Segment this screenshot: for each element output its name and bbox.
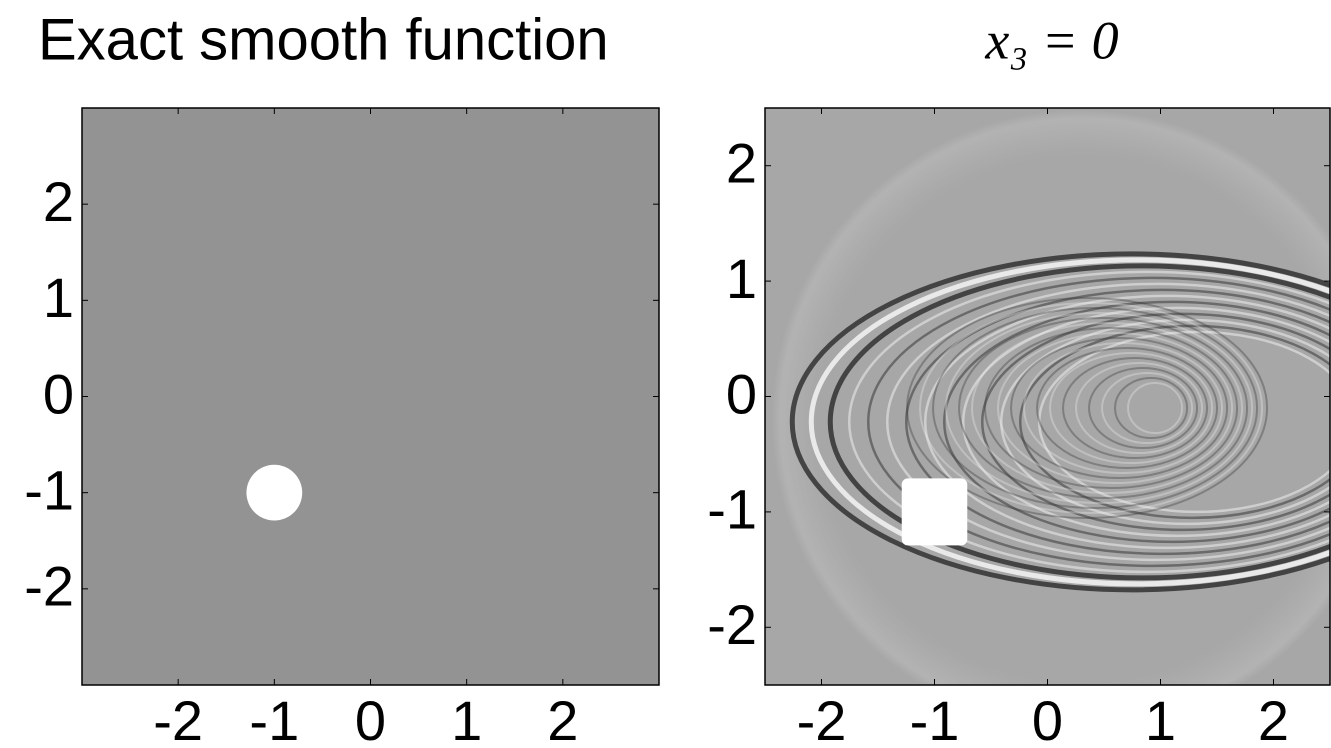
x-tick-label: -2 (153, 689, 203, 748)
y-tick-label: -1 (24, 458, 74, 521)
interference-ring (1075, 362, 1204, 455)
x-tick-label: 1 (451, 689, 482, 748)
x-tick-label: -1 (910, 689, 960, 748)
y-tick-label: 0 (726, 362, 757, 425)
disk (246, 464, 303, 521)
chart-title: Exact smooth function (38, 7, 609, 72)
y-tick-label: 1 (43, 266, 74, 329)
x-tick-label: 0 (355, 689, 386, 748)
interference-ring (1101, 372, 1194, 445)
x-tick-label: 1 (1145, 689, 1176, 748)
interference-ring (958, 317, 1249, 500)
interference-ring (1036, 347, 1219, 470)
interference-ring (997, 332, 1234, 485)
x-tick-label: 2 (547, 689, 578, 748)
image-background (82, 108, 659, 685)
x-tick-label: -2 (797, 689, 847, 748)
wave-front (924, 294, 1330, 550)
interference-ring (1114, 377, 1189, 440)
interference-ring (1088, 367, 1199, 450)
wave-front (789, 251, 1330, 593)
wave-front (1000, 318, 1330, 526)
wave-front (943, 300, 1330, 544)
y-tick-label: -2 (707, 593, 757, 656)
wave-front (981, 312, 1330, 532)
interference-ring (1010, 337, 1229, 480)
wave-front (867, 276, 1330, 568)
x-tick-label: 2 (1258, 689, 1289, 748)
wave-front (848, 270, 1330, 574)
chart-title: x₃ = 0 (984, 10, 1118, 70)
y-tick-label: 1 (726, 247, 757, 310)
interference-ring (919, 302, 1264, 515)
y-tick-label: 0 (43, 362, 74, 425)
wave-front (1038, 330, 1330, 514)
interference-ring (971, 322, 1244, 495)
plots: -2 -1 0 1 2 -2 -1 0 1 2 Exact smooth function -2 -1 0… (24, 7, 1331, 748)
wave-front (808, 257, 1330, 587)
y-tick-label: -1 (707, 478, 757, 541)
wave-front (905, 288, 1330, 556)
y-tick-label: -2 (24, 555, 74, 618)
x-tick-label: -1 (249, 689, 299, 748)
interference-ring (945, 312, 1254, 505)
wave-front (1019, 324, 1330, 520)
square (901, 478, 968, 546)
interference-ring (1062, 357, 1209, 460)
interference-ring (1127, 382, 1184, 435)
interference-ring (932, 307, 1259, 510)
y-tick-label: 2 (726, 131, 757, 194)
y-tick-label: 2 (43, 170, 74, 233)
interference-ring (906, 297, 1269, 520)
interference-ring (1049, 352, 1214, 465)
interference-ring (984, 327, 1239, 490)
wave-front (886, 282, 1330, 562)
wave-front (962, 306, 1330, 538)
wave-front (827, 263, 1330, 581)
interference-ring (1023, 342, 1224, 475)
x-tick-label: 0 (1032, 689, 1063, 748)
